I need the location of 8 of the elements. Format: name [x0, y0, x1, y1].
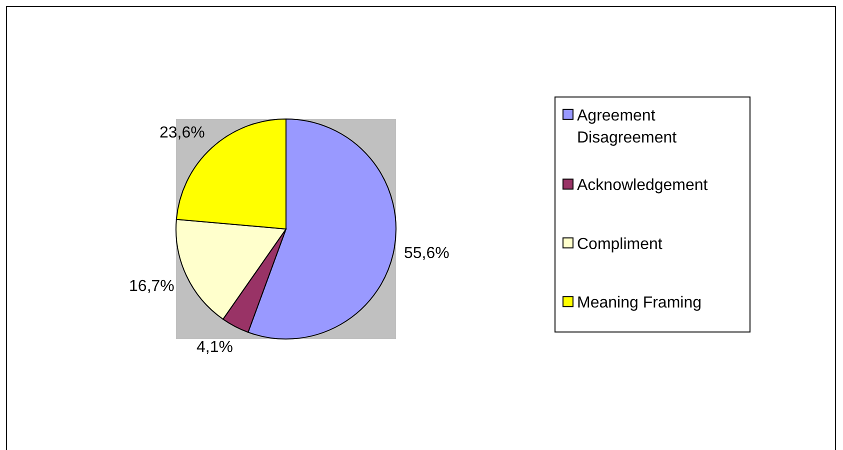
legend-label: Acknowledgement [577, 177, 708, 194]
data-label: 16,7% [129, 278, 174, 295]
data-label: 55,6% [404, 245, 450, 262]
legend-label: Agreement Disagreement [577, 107, 678, 146]
data-label: 4,1% [196, 339, 233, 356]
data-label: 23,6% [159, 124, 205, 142]
legend-label: Compliment [577, 236, 663, 253]
legend-label: Meaning Framing [577, 294, 702, 312]
